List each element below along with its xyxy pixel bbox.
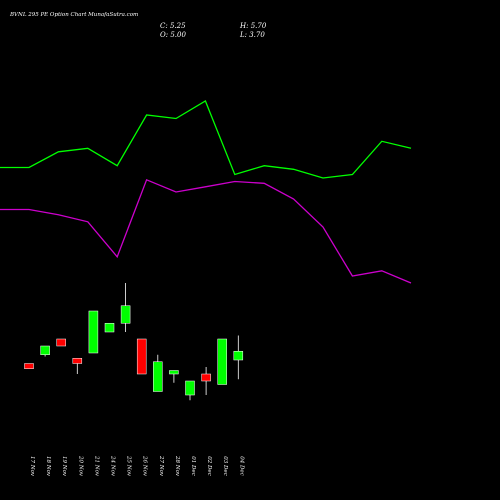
candle-body	[201, 373, 211, 382]
date-label: 27 Nov	[158, 455, 164, 477]
lower-band-line	[0, 178, 412, 284]
date-label: 24 Nov	[110, 455, 116, 477]
candle	[153, 354, 163, 392]
candle-body	[56, 338, 66, 347]
candle-body	[120, 305, 131, 324]
candle-body	[40, 345, 50, 355]
candle	[104, 323, 115, 333]
candle	[40, 345, 50, 357]
bands-layer	[0, 100, 412, 284]
date-label: 26 Nov	[142, 455, 148, 477]
candle	[136, 338, 147, 375]
date-label: 02 Dec	[206, 456, 212, 476]
candle	[24, 363, 34, 369]
candle-body	[169, 370, 179, 375]
date-label: 18 Nov	[45, 456, 51, 477]
date-label: 04 Dec	[238, 456, 244, 476]
date-label: 17 Nov	[29, 456, 35, 477]
candle	[169, 370, 179, 383]
candle-body	[104, 323, 115, 333]
candle-body	[217, 338, 227, 385]
date-label: 28 Nov	[174, 455, 180, 477]
candle-body	[24, 363, 34, 369]
close-value: C: 5.25	[160, 22, 186, 30]
candle	[72, 358, 83, 374]
date-label: 21 Nov	[93, 455, 99, 477]
candle-body	[136, 338, 147, 375]
high-value: H: 5.70	[240, 22, 267, 30]
candle	[185, 380, 195, 401]
candle-body	[153, 361, 163, 392]
candle-body	[185, 380, 195, 396]
chart-title: BVNL 295 PE Option Chart MunafaSutra.com	[10, 12, 139, 18]
date-label: 03 Dec	[222, 456, 228, 476]
upper-band-line	[0, 100, 412, 179]
date-label: 20 Nov	[77, 455, 83, 477]
candle-body	[72, 358, 83, 364]
date-label: 19 Nov	[61, 456, 67, 477]
date-label: 01 Dec	[190, 456, 196, 476]
candle	[217, 338, 227, 385]
date-axis: 17 Nov 18 Nov 19 Nov 20 Nov 21 Nov 24 Nov 25 N…	[29, 455, 244, 477]
candle	[120, 283, 131, 332]
date-label: 25 Nov	[126, 455, 132, 477]
candle-body	[88, 310, 99, 354]
open-value: O: 5.00	[160, 31, 186, 39]
candle	[56, 338, 66, 347]
candle-body	[233, 351, 244, 361]
candle	[233, 335, 244, 380]
candle	[88, 310, 99, 354]
low-value: L: 3.70	[240, 31, 265, 39]
candles-layer	[24, 283, 244, 401]
candle	[201, 367, 211, 395]
